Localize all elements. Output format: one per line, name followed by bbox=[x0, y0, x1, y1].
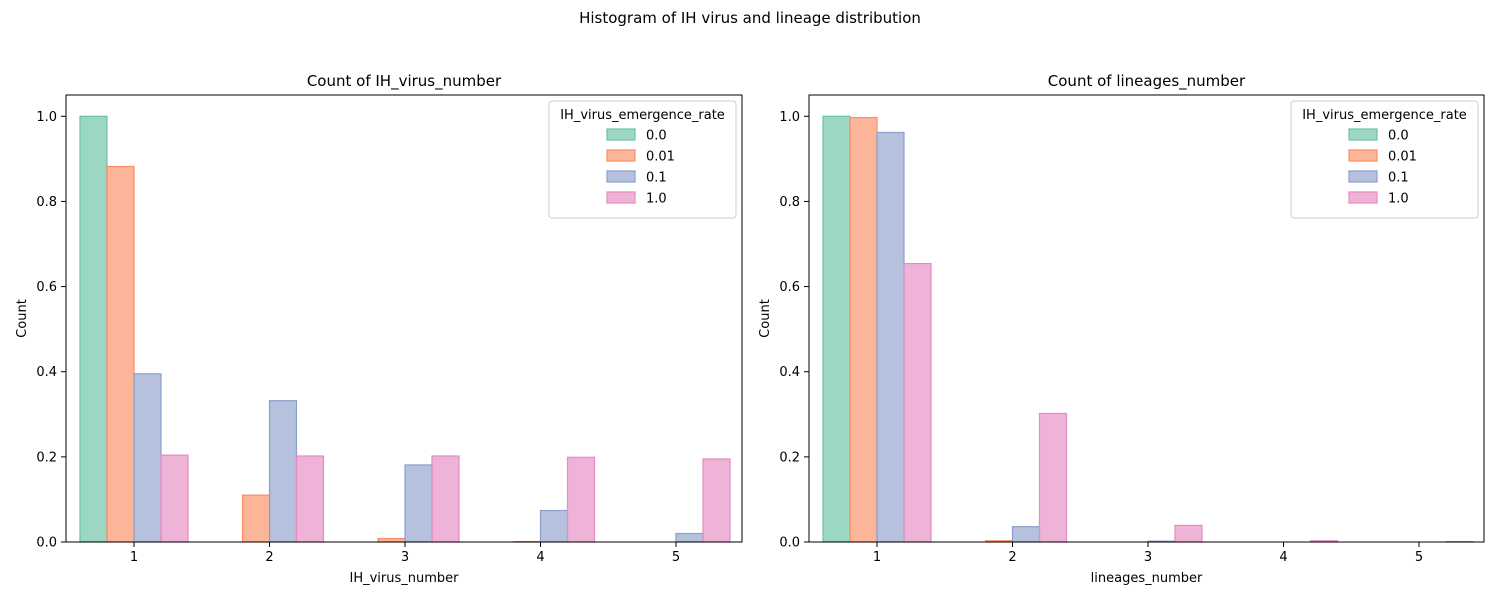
y-tick-label: 0.0 bbox=[779, 536, 800, 551]
legend-title: IH_virus_emergence_rate bbox=[560, 108, 725, 123]
bar-0_1-cat-4 bbox=[539, 509, 569, 543]
bar-0_01-cat-1 bbox=[849, 116, 878, 543]
bar-0_1-cat-3 bbox=[404, 464, 433, 543]
bar-0_1-cat-5 bbox=[675, 532, 704, 543]
y-tick-label: 0.4 bbox=[36, 365, 57, 380]
bar-1_0-cat-2 bbox=[1038, 412, 1068, 543]
y-tick-label: 0.2 bbox=[779, 450, 800, 465]
x-axis-label: lineages_number bbox=[1091, 571, 1203, 586]
y-tick-label: 0.6 bbox=[779, 280, 800, 295]
legend-label-0_1: 0.1 bbox=[1388, 171, 1409, 186]
y-axis-label: Count bbox=[758, 299, 773, 338]
bar-0_01-cat-3 bbox=[377, 537, 406, 543]
legend-label-0_0: 0.0 bbox=[646, 129, 667, 144]
legend-label-1_0: 1.0 bbox=[1388, 192, 1409, 207]
bar-0_01-cat-2 bbox=[241, 494, 271, 543]
y-tick-label: 0.8 bbox=[36, 195, 57, 210]
x-tick-label: 1 bbox=[130, 550, 138, 565]
y-tick-label: 1.0 bbox=[779, 110, 800, 125]
legend: IH_virus_emergence_rate 0.0 0.01 0.1 1.0 bbox=[548, 100, 737, 219]
legend-label-1_0: 1.0 bbox=[646, 192, 667, 207]
x-tick-label: 4 bbox=[1279, 550, 1287, 565]
legend-title: IH_virus_emergence_rate bbox=[1302, 108, 1467, 123]
legend-swatch-1_0 bbox=[1348, 191, 1378, 204]
x-tick-label: 3 bbox=[1144, 550, 1152, 565]
y-tick-label: 1.0 bbox=[36, 110, 57, 125]
x-tick-label: 4 bbox=[536, 550, 544, 565]
panel-ih-virus-number: Count of IH_virus_number 1 2 3 4 5 0.0 0.2 0.4 0.… bbox=[15, 72, 743, 586]
bar-1_0-cat-1 bbox=[160, 454, 189, 543]
bar-0_0-cat-1 bbox=[79, 115, 108, 543]
bar-1_0-cat-3 bbox=[1174, 524, 1203, 543]
x-tick-label: 5 bbox=[672, 550, 680, 565]
bar-1_0-cat-5 bbox=[702, 458, 731, 543]
figure-suptitle: Histogram of IH virus and lineage distri… bbox=[579, 9, 921, 27]
legend: IH_virus_emergence_rate 0.0 0.01 0.1 1.0 bbox=[1290, 100, 1479, 219]
legend-label-0_01: 0.01 bbox=[646, 150, 675, 165]
chart-title: Count of IH_virus_number bbox=[307, 72, 502, 91]
x-tick-label: 5 bbox=[1415, 550, 1423, 565]
y-tick-label: 0.2 bbox=[36, 450, 57, 465]
bar-1_0-cat-3 bbox=[431, 455, 460, 543]
bar-1_0-cat-2 bbox=[295, 455, 325, 543]
y-tick-label: 0.6 bbox=[36, 280, 57, 295]
legend-label-0_0: 0.0 bbox=[1388, 129, 1409, 144]
axes-frame bbox=[808, 94, 1485, 543]
x-tick-label: 1 bbox=[873, 550, 881, 565]
legend-swatch-0_1 bbox=[1348, 170, 1378, 183]
bar-0_01-cat-1 bbox=[106, 165, 135, 543]
bar-1_0-cat-1 bbox=[903, 262, 932, 543]
x-tick-label: 2 bbox=[265, 550, 273, 565]
bar-0_1-cat-1 bbox=[876, 131, 905, 543]
legend-swatch-0_01 bbox=[606, 149, 636, 162]
chart-title: Count of lineages_number bbox=[1048, 72, 1246, 91]
legend-swatch-1_0 bbox=[606, 191, 636, 204]
legend-label-0_1: 0.1 bbox=[646, 171, 667, 186]
legend-swatch-0_0 bbox=[1348, 128, 1378, 141]
x-axis-label: IH_virus_number bbox=[349, 571, 459, 586]
bar-0_1-cat-2 bbox=[1011, 526, 1041, 543]
axes-frame bbox=[65, 94, 743, 543]
bar-0_1-cat-1 bbox=[133, 373, 162, 543]
legend-box bbox=[1290, 100, 1479, 219]
legend-swatch-0_1 bbox=[606, 170, 636, 183]
legend-swatch-0_01 bbox=[1348, 149, 1378, 162]
legend-box bbox=[548, 100, 737, 219]
bar-0_0-cat-1 bbox=[822, 115, 851, 543]
y-tick-label: 0.8 bbox=[779, 195, 800, 210]
y-tick-label: 0.0 bbox=[36, 536, 57, 551]
panel-lineages-number: Count of lineages_number 1 2 3 4 5 0.0 0.2 0.4 0.… bbox=[758, 72, 1485, 586]
x-tick-label: 3 bbox=[401, 550, 409, 565]
y-tick-label: 0.4 bbox=[779, 365, 800, 380]
bar-1_0-cat-4 bbox=[566, 456, 596, 543]
legend-swatch-0_0 bbox=[606, 128, 636, 141]
bar-0_1-cat-2 bbox=[268, 400, 298, 543]
y-axis-label: Count bbox=[15, 299, 30, 338]
legend-label-0_01: 0.01 bbox=[1388, 150, 1417, 165]
x-tick-label: 2 bbox=[1008, 550, 1016, 565]
